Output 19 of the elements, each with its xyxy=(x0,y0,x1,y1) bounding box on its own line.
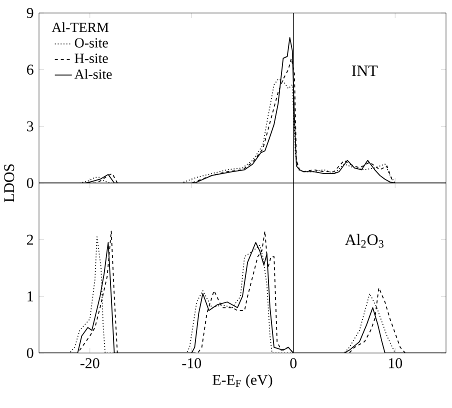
y-tick-label: 0 xyxy=(26,348,34,358)
y-tick-label: 1 xyxy=(28,291,33,302)
y-tick-label: 9 xyxy=(26,8,34,18)
y-tick-label: 6 xyxy=(26,64,34,75)
x-tick-label: -10 xyxy=(182,358,202,368)
legend-label: O-site xyxy=(74,38,108,48)
x-tick-label: -20 xyxy=(80,358,100,368)
annotation: Al$_{2}$O$_{3}$ xyxy=(344,234,384,248)
legend-label: H-site xyxy=(74,54,108,64)
x-axis-title: E-E$_{F}$ (eV) xyxy=(212,374,272,388)
y-tick-label: 2 xyxy=(27,234,33,245)
legend-label: Al-site xyxy=(74,69,112,79)
y-axis-title: LDOS xyxy=(4,164,14,202)
legend-title: Al-TERM xyxy=(52,22,109,32)
y-tick-label: 0 xyxy=(26,178,34,188)
x-tick-label: 10 xyxy=(388,358,402,368)
y-tick-label: 3 xyxy=(27,121,34,132)
x-tick-label: 0 xyxy=(290,358,297,368)
annotation: INT xyxy=(352,66,378,76)
